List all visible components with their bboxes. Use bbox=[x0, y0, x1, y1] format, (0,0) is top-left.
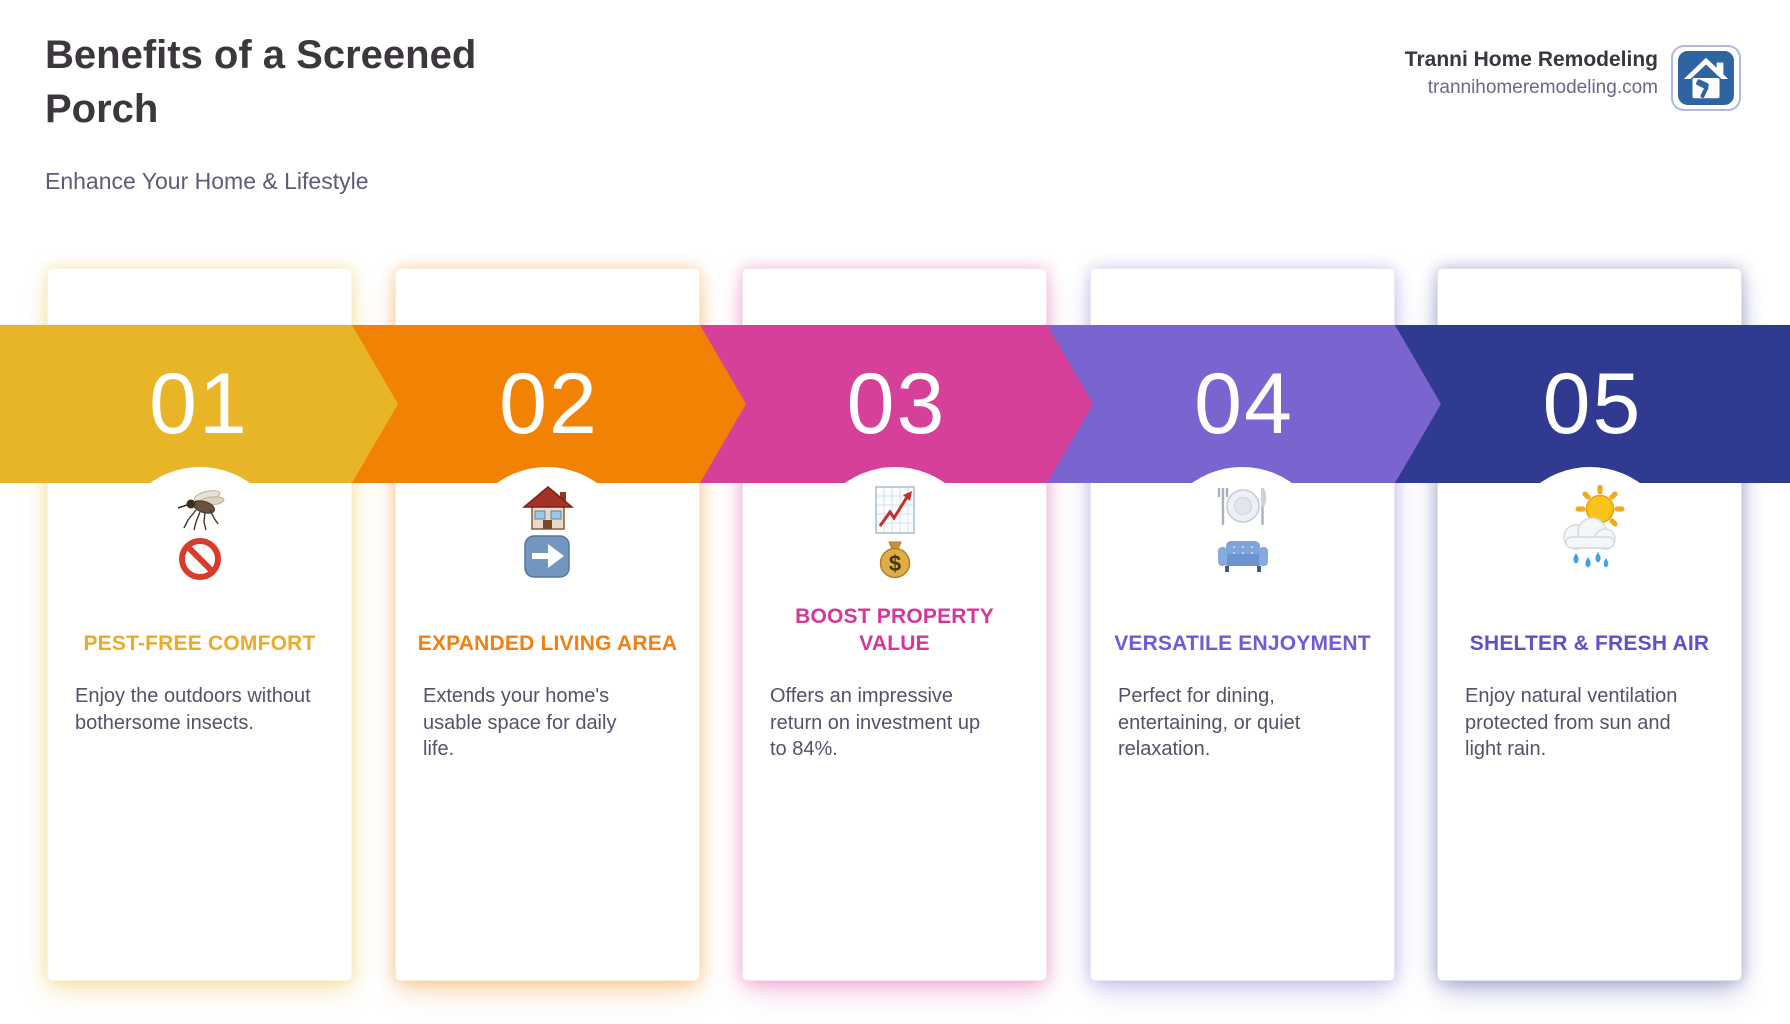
benefit-card-content: $ BOOST PROPERTY VALUE Offers an impress… bbox=[743, 269, 1046, 980]
benefit-description: Offers an impressive return on investmen… bbox=[770, 685, 981, 760]
arrow-segment: 03 bbox=[700, 325, 1093, 483]
mosquito-prohibited-icon bbox=[177, 490, 224, 580]
benefit-description: Enjoy natural ventilation protected from… bbox=[1465, 685, 1678, 760]
benefit-title: SHELTER & FRESH AIR bbox=[1469, 632, 1710, 655]
benefit-description: Extends your home's usable space for dai… bbox=[423, 685, 617, 760]
arrow-segment: 05 bbox=[1395, 325, 1790, 483]
page-subtitle: Enhance Your Home & Lifestyle bbox=[45, 168, 369, 194]
benefit-card: PEST-FREE COMFORT Enjoy the outdoors wit… bbox=[47, 268, 352, 981]
benefit-description: Perfect for dining, entertaining, or qui… bbox=[1118, 685, 1301, 760]
benefit-icon: $ bbox=[743, 485, 1046, 585]
benefit-icon bbox=[1091, 485, 1394, 585]
benefit-card: SHELTER & FRESH AIR Enjoy natural ventil… bbox=[1437, 268, 1742, 981]
dining-couch-icon bbox=[1217, 488, 1268, 572]
step-number: 02 bbox=[499, 355, 599, 452]
benefit-icon bbox=[396, 485, 699, 585]
benefit-title: BOOST PROPERTY VALUE bbox=[795, 605, 994, 655]
benefit-title: EXPANDED LIVING AREA bbox=[417, 632, 678, 655]
notch-arc bbox=[1504, 467, 1676, 639]
chart-money-icon: $ bbox=[874, 486, 915, 579]
brand-logo bbox=[1671, 45, 1741, 111]
benefit-title: PEST-FREE COMFORT bbox=[83, 632, 316, 655]
step-number: 04 bbox=[1194, 355, 1294, 452]
benefit-card: VERSATILE ENJOYMENT Perfect for dining, … bbox=[1090, 268, 1395, 981]
brand-block: Tranni Home Remodeling trannihomeremodel… bbox=[1405, 48, 1658, 99]
step-number: 03 bbox=[846, 355, 947, 452]
step-number: 05 bbox=[1542, 355, 1643, 452]
brand-name: Tranni Home Remodeling bbox=[1404, 48, 1658, 71]
arrow-segment: 01 bbox=[0, 325, 398, 483]
sun-rain-icon bbox=[1562, 485, 1624, 568]
house-arrow-icon bbox=[521, 486, 574, 578]
benefit-card-content: PEST-FREE COMFORT Enjoy the outdoors wit… bbox=[48, 269, 351, 980]
step-number: 01 bbox=[149, 355, 249, 452]
benefit-card-content: EXPANDED LIVING AREA Extends your home's… bbox=[396, 269, 699, 980]
arrow-segment: 02 bbox=[352, 325, 746, 483]
benefit-icon bbox=[48, 485, 351, 585]
benefit-card-content: VERSATILE ENJOYMENT Perfect for dining, … bbox=[1091, 269, 1394, 980]
arrow-segment: 04 bbox=[1047, 325, 1441, 483]
svg-text:$: $ bbox=[888, 551, 900, 576]
brand-url: trannihomeremodeling.com bbox=[1427, 77, 1658, 98]
benefit-card: EXPANDED LIVING AREA Extends your home's… bbox=[395, 268, 700, 981]
benefit-title: VERSATILE ENJOYMENT bbox=[1114, 632, 1371, 655]
benefit-icon bbox=[1438, 485, 1741, 585]
benefit-card: $ BOOST PROPERTY VALUE Offers an impress… bbox=[742, 268, 1047, 981]
benefit-description: Enjoy the outdoors without bothersome in… bbox=[75, 685, 311, 734]
benefit-card-content: SHELTER & FRESH AIR Enjoy natural ventil… bbox=[1438, 269, 1741, 980]
house-hammer-icon bbox=[1678, 51, 1734, 105]
page-title: Benefits of a Screened Porch bbox=[45, 33, 477, 131]
